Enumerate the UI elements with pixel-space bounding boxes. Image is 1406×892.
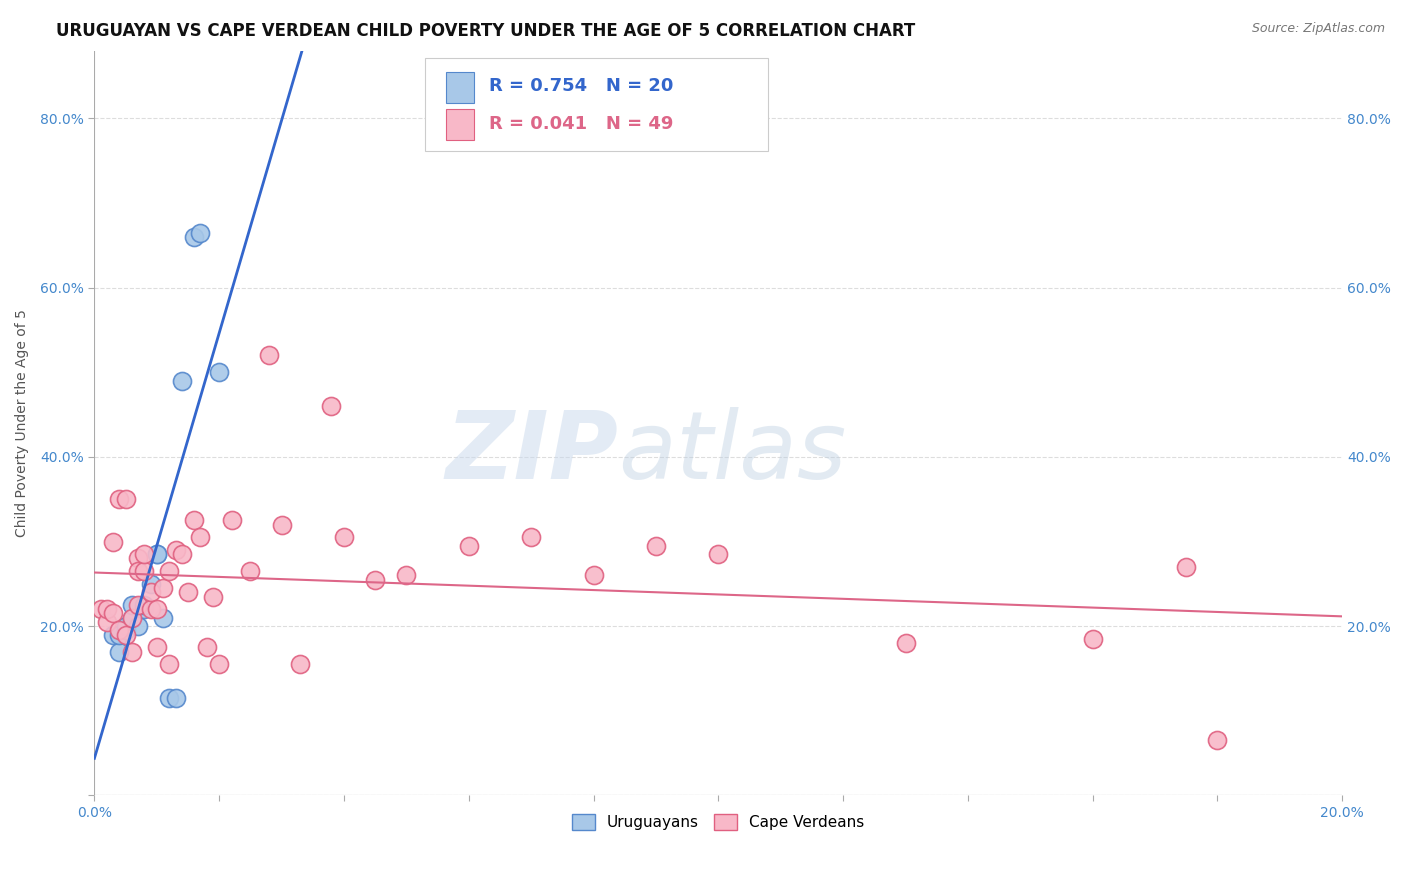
Point (96, 615, 118, 629)
Y-axis label: Child Poverty Under the Age of 5: Child Poverty Under the Age of 5 (15, 310, 30, 537)
Point (221, 513, 243, 527)
Point (121, 610, 143, 624)
Point (108, 624, 131, 638)
Point (170, 547, 193, 561)
Point (101, 627, 124, 641)
Point (157, 564, 180, 578)
Point (165, 543, 187, 558)
Point (101, 534, 124, 549)
Legend: Uruguayans, Cape Verdeans: Uruguayans, Cape Verdeans (565, 808, 870, 836)
Point (157, 657, 180, 672)
Point (170, 374, 193, 388)
Point (134, 598, 156, 612)
Point (321, 399, 343, 413)
Point (127, 564, 149, 578)
Point (165, 691, 187, 706)
Point (134, 602, 156, 616)
FancyBboxPatch shape (446, 109, 474, 140)
Text: URUGUAYAN VS CAPE VERDEAN CHILD POVERTY UNDER THE AGE OF 5 CORRELATION CHART: URUGUAYAN VS CAPE VERDEAN CHILD POVERTY … (56, 22, 915, 40)
Point (146, 640, 169, 655)
Point (1081, 632, 1104, 646)
Text: Source: ZipAtlas.com: Source: ZipAtlas.com (1251, 22, 1385, 36)
Point (183, 230, 205, 244)
Point (127, 598, 149, 612)
Point (108, 644, 131, 658)
Point (96, 602, 118, 616)
Point (134, 564, 156, 578)
Point (127, 551, 149, 566)
Text: R = 0.041   N = 49: R = 0.041 N = 49 (489, 115, 673, 133)
Point (139, 602, 162, 616)
Point (108, 492, 131, 507)
Point (121, 610, 143, 624)
Point (1206, 733, 1229, 747)
Point (239, 564, 262, 578)
Point (195, 640, 218, 655)
Point (645, 539, 668, 553)
Point (114, 627, 136, 641)
Point (121, 644, 143, 658)
Point (270, 517, 292, 532)
Point (157, 691, 180, 706)
Point (177, 585, 200, 599)
Point (139, 585, 162, 599)
Point (114, 624, 136, 638)
Point (108, 627, 131, 641)
Point (208, 657, 231, 672)
Point (190, 226, 212, 240)
Point (190, 530, 212, 544)
Point (90, 602, 112, 616)
Point (101, 607, 124, 621)
Point (257, 348, 280, 362)
Point (121, 598, 143, 612)
Point (114, 492, 136, 507)
Text: atlas: atlas (619, 408, 846, 499)
Point (152, 581, 174, 595)
Point (333, 530, 356, 544)
Point (395, 568, 418, 582)
Point (139, 577, 162, 591)
Point (114, 619, 136, 633)
Point (152, 610, 174, 624)
FancyBboxPatch shape (446, 71, 474, 103)
Point (364, 573, 387, 587)
Point (457, 539, 479, 553)
Point (582, 568, 605, 582)
Point (127, 619, 149, 633)
Point (1175, 560, 1198, 574)
FancyBboxPatch shape (425, 58, 768, 152)
Point (894, 636, 917, 650)
Point (183, 513, 205, 527)
Point (520, 530, 543, 544)
Text: ZIP: ZIP (446, 407, 619, 499)
Point (134, 547, 156, 561)
Point (208, 365, 231, 379)
Text: R = 0.754   N = 20: R = 0.754 N = 20 (489, 78, 673, 95)
Point (146, 547, 169, 561)
Point (290, 657, 312, 672)
Point (707, 547, 730, 561)
Point (201, 590, 224, 604)
Point (146, 602, 169, 616)
Point (146, 547, 169, 561)
